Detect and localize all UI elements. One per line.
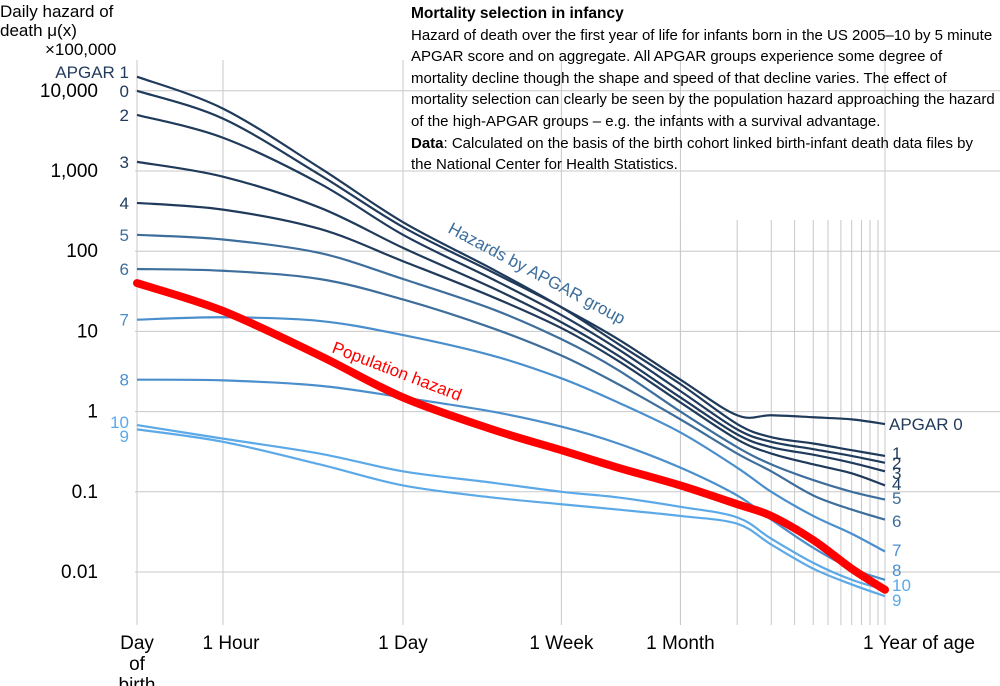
y-tick-label: 1,000 (50, 161, 98, 182)
series-label-right-6: 6 (892, 512, 901, 531)
series-label-left-7: 7 (120, 311, 129, 330)
series-lines (133, 75, 889, 598)
data-source-note: Data: Calculated on the basis of the bir… (411, 133, 997, 176)
y-tick-label: 1 (87, 402, 98, 423)
x-tick-label: 1 Hour (202, 633, 260, 654)
x-tick-label: Day (120, 633, 154, 654)
series-label-right-7: 7 (892, 541, 901, 560)
series-line-apgar-6 (136, 267, 886, 521)
series-label-right-0: APGAR 0 (889, 415, 963, 434)
chart-title: Mortality selection in infancy (411, 5, 624, 22)
chart-description-text: Hazard of death over the first year of l… (411, 26, 995, 130)
series-label-left-4: 4 (120, 194, 129, 213)
series-label-right-3: 3 (892, 464, 901, 483)
series-label-right-10: 10 (892, 576, 911, 595)
chart-description: Mortality selection in infancy Hazard of… (411, 3, 997, 176)
series-label-left-1: APGAR 1 (55, 63, 129, 82)
series-label-left-3: 3 (120, 153, 129, 172)
series-line-apgar-2 (136, 113, 886, 464)
x-tick-label: birth (119, 675, 156, 686)
x-tick-label: 1 Day (378, 633, 428, 654)
annotation-apgar-group: Hazards by APGAR group (445, 219, 628, 328)
x-tick-label: of (129, 654, 146, 675)
series-line-apgar-3 (136, 160, 886, 473)
series-line-apgar-8 (136, 378, 886, 581)
series-line-apgar-7 (136, 316, 886, 553)
series-label-right-8: 8 (892, 561, 901, 580)
data-source-label: Data (411, 134, 444, 152)
series-line-apgar-5 (136, 233, 886, 501)
gridlines (135, 60, 1000, 625)
series-label-left-2: 2 (120, 106, 129, 125)
x-tick-label: 1 Year of age (863, 633, 975, 654)
series-label-left-0: 0 (120, 82, 129, 101)
x-tick-label: 1 Week (529, 633, 594, 654)
series-line-population (133, 279, 889, 594)
series-line-apgar-4 (136, 201, 886, 487)
series-label-left-6: 6 (120, 260, 129, 279)
series-line-apgar-0 (136, 89, 886, 426)
series-label-right-1: 1 (892, 444, 901, 463)
y-tick-label: 0.01 (61, 562, 98, 583)
series-label-right-2: 2 (892, 454, 901, 473)
y-axis-label: death μ(x) (0, 21, 77, 40)
x-tick-label: 1 Month (646, 633, 715, 654)
y-axis-label: ×100,000 (45, 40, 116, 59)
series-label-right-4: 4 (892, 475, 901, 494)
y-axis-label: Daily hazard of (0, 2, 114, 21)
data-source-text: : Calculated on the basis of the birth c… (411, 134, 973, 174)
series-label-left-10: 10 (110, 413, 129, 432)
series-label-left-5: 5 (120, 226, 129, 245)
series-line-apgar-9 (136, 428, 886, 598)
y-tick-label: 10,000 (40, 81, 98, 102)
series-label-left-9: 9 (120, 427, 129, 446)
y-tick-label: 0.1 (72, 482, 98, 503)
series-label-right-5: 5 (892, 489, 901, 508)
series-label-left-8: 8 (120, 371, 129, 390)
series-line-apgar-1 (136, 75, 886, 458)
y-tick-label: 100 (66, 241, 98, 262)
series-line-apgar-10 (136, 423, 886, 591)
y-tick-label: 10 (77, 321, 98, 342)
series-label-right-9: 9 (892, 591, 901, 610)
